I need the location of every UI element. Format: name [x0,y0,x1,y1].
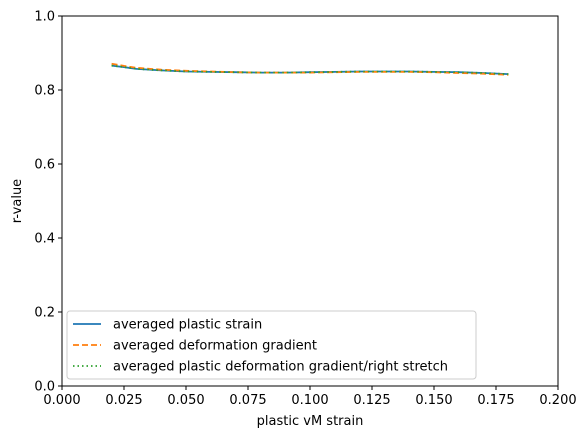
y-tick-label: 0.0 [34,380,55,395]
x-tick-label: 0.100 [291,393,328,408]
x-tick-label: 0.200 [539,393,576,408]
x-tick-label: 0.150 [415,393,452,408]
x-tick-label: 0.025 [105,393,142,408]
legend: averaged plastic strain averaged deformat… [66,310,477,380]
plot-frame [61,15,559,387]
y-axis-label: r-value [10,179,25,223]
y-tick-label: 0.2 [34,306,55,321]
x-tick-label: 0.075 [229,393,266,408]
y-tick-label: 0.8 [34,84,55,99]
legend-label-3: averaged plastic deformation gradient/ri… [113,360,448,375]
legend-label-1: averaged plastic strain [113,318,262,333]
x-tick-label: 0.050 [167,393,204,408]
y-tick-label: 0.4 [34,232,55,247]
series-line-3 [111,64,509,75]
legend-label-2: averaged deformation gradient [113,339,317,354]
series-lines [111,62,509,76]
x-tick-label: 0.125 [353,393,390,408]
legend-frame [66,310,477,380]
y-tick-label: 0.6 [34,158,55,173]
x-tick-label: 0.175 [477,393,514,408]
axis-ticks: 0.000 0.025 0.050 0.075 0.100 0.125 0.150 0.175… [34,10,576,409]
x-tick-label: 0.000 [43,393,80,408]
x-axis-label: plastic vM strain [257,414,364,429]
y-tick-label: 1.0 [34,10,55,25]
